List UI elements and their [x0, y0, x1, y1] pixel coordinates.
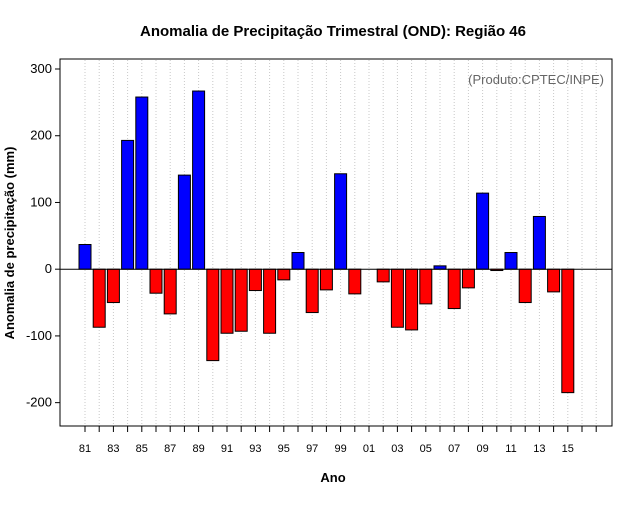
- y-axis-label: Anomalia de precipitação (mm): [2, 147, 17, 340]
- bar-93: [248, 268, 262, 292]
- x-tick-label: 01: [363, 443, 375, 455]
- bar-06: [433, 265, 447, 270]
- bar-86: [149, 268, 163, 294]
- x-tick-label: 09: [476, 443, 488, 455]
- bar-04: [405, 268, 419, 331]
- bar-95: [277, 268, 291, 281]
- y-tick-label: -100: [26, 328, 52, 343]
- bar-97: [305, 268, 319, 314]
- bar-00: [348, 268, 362, 295]
- y-tick-label: 100: [30, 194, 52, 209]
- bar-13: [532, 215, 546, 270]
- bar-05: [419, 268, 433, 305]
- bar-03: [390, 268, 404, 328]
- bar-83: [106, 268, 120, 304]
- bar-84: [121, 139, 135, 270]
- plot-frame: [59, 58, 613, 427]
- y-tick-label: 0: [45, 261, 52, 276]
- x-tick-label: 93: [249, 443, 261, 455]
- bar-85: [135, 96, 149, 270]
- bar-87: [163, 268, 177, 315]
- x-tick-label: 99: [334, 443, 346, 455]
- product-credit: (Produto:CPTEC/INPE): [468, 72, 604, 87]
- bar-14: [547, 268, 561, 293]
- bar-15: [561, 268, 575, 394]
- x-tick-label: 97: [306, 443, 318, 455]
- bar-91: [220, 268, 234, 334]
- x-axis: 81 83 85 87 89 91 93 95 97 99 01 03 05 07 09 11 13 15: [79, 426, 597, 455]
- y-tick-label: 300: [30, 61, 52, 76]
- x-tick-label: 13: [533, 443, 545, 455]
- bar-89: [192, 90, 206, 270]
- bar-90: [206, 268, 220, 362]
- x-tick-label: 07: [448, 443, 460, 455]
- x-tick-label: 91: [221, 443, 233, 455]
- x-tick-label: 87: [164, 443, 176, 455]
- bar-81: [78, 244, 92, 270]
- bar-88: [177, 174, 191, 270]
- x-tick-label: 03: [391, 443, 403, 455]
- bar-96: [291, 252, 305, 270]
- bar-11: [504, 252, 518, 270]
- bar-98: [319, 268, 333, 291]
- y-tick-label: 200: [30, 128, 52, 143]
- bar-12: [518, 268, 532, 304]
- x-tick-label: 85: [136, 443, 148, 455]
- bar-92: [234, 268, 248, 332]
- x-axis-label: Ano: [320, 470, 345, 485]
- x-tick-label: 95: [278, 443, 290, 455]
- y-axis: 300 200 100 0 -100 -200: [26, 61, 60, 410]
- bar-09: [476, 192, 490, 270]
- bar-08: [461, 268, 475, 289]
- bar-82: [92, 268, 106, 328]
- bars: [78, 90, 575, 394]
- bar-07: [447, 268, 461, 310]
- y-tick-label: -200: [26, 395, 52, 410]
- x-tick-label: 89: [192, 443, 204, 455]
- bar-99: [334, 173, 348, 270]
- grid-lines: [84, 60, 597, 425]
- x-tick-label: 05: [420, 443, 432, 455]
- x-tick-label: 11: [505, 443, 516, 455]
- bar-94: [263, 268, 277, 334]
- chart-title: Anomalia de Precipitação Trimestral (OND…: [140, 23, 526, 40]
- bar-02: [376, 268, 390, 283]
- x-tick-label: 15: [562, 443, 574, 455]
- x-tick-label: 81: [79, 443, 91, 455]
- x-tick-label: 83: [107, 443, 119, 455]
